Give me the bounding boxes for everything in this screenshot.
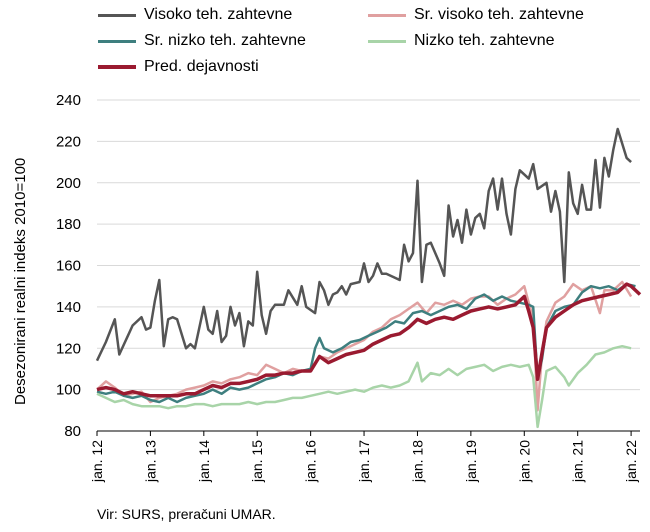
x-tick-label: jan. 13	[142, 440, 158, 483]
x-tick-label: jan. 12	[89, 440, 105, 483]
y-tick-label: 160	[56, 258, 81, 275]
x-tick-label: jan. 15	[249, 440, 265, 483]
x-tick-label: jan. 19	[463, 440, 479, 483]
x-tick-label: jan. 17	[356, 440, 372, 483]
legend-swatch	[98, 39, 136, 43]
legend-label: Visoko teh. zahtevne	[144, 6, 293, 23]
legend-label: Sr. nizko teh. zahtevne	[144, 32, 306, 49]
series-lines	[95, 127, 642, 429]
y-tick-label: 180	[56, 216, 81, 233]
legend-item: Nizko teh. zahtevne	[368, 32, 555, 50]
legend-swatch	[98, 13, 136, 17]
y-tick-label: 200	[56, 175, 81, 192]
legend-label: Pred. dejavnosti	[144, 58, 259, 75]
legend-label: Sr. visoko teh. zahtevne	[414, 6, 584, 23]
legend-item: Sr. visoko teh. zahtevne	[368, 6, 584, 24]
y-tick-label: 140	[56, 299, 81, 316]
series-line-4	[96, 344, 632, 429]
legend-swatch	[368, 13, 406, 17]
x-tick-label: jan. 16	[303, 440, 319, 483]
source-note: Vir: SURS, preračuni UMAR.	[97, 506, 276, 522]
legend-item: Sr. nizko teh. zahtevne	[98, 32, 306, 50]
y-tick-label: 220	[56, 133, 81, 150]
y-tick-labels: 80 100 120 140 160 180 200 220 240	[56, 92, 81, 440]
x-tick-label: jan. 18	[409, 440, 425, 483]
x-tick-label: jan. 21	[570, 440, 586, 483]
legend-item: Visoko teh. zahtevne	[98, 6, 292, 24]
x-tick-label: jan. 20	[516, 440, 532, 483]
series-line-5	[96, 282, 642, 398]
y-tick-label: 240	[56, 92, 81, 109]
legend-swatch	[98, 65, 136, 69]
legend-swatch	[368, 39, 406, 43]
y-tick-label: 120	[56, 340, 81, 357]
x-tick-labels: jan. 12 jan. 13 jan. 14 jan. 15 jan. 16 jan. …	[89, 431, 639, 483]
x-tick-label: jan. 22	[623, 440, 639, 483]
y-tick-label: 80	[64, 423, 81, 440]
y-tick-label: 100	[56, 382, 81, 399]
series-line-1	[95, 127, 632, 362]
legend-label: Nizko teh. zahtevne	[414, 32, 555, 49]
x-tick-label: jan. 14	[196, 440, 212, 483]
legend-item: Pred. dejavnosti	[98, 58, 259, 76]
y-axis-label: Desezonirani realni indeks 2010=100	[12, 157, 29, 405]
